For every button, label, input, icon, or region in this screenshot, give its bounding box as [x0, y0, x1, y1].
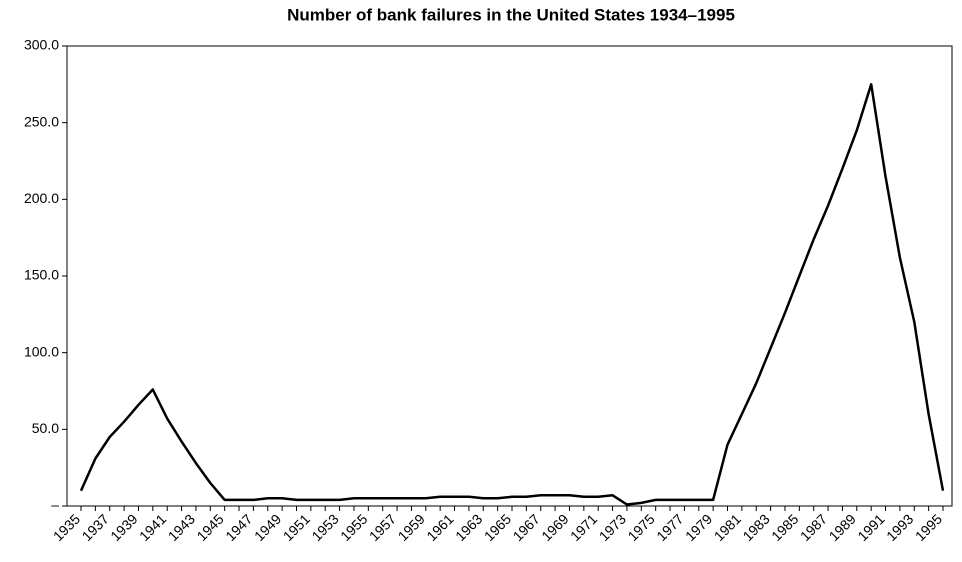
x-tick-label: 1943 [165, 511, 198, 544]
x-tick-label: 1951 [280, 511, 313, 544]
y-tick-label: 100.0 [24, 343, 59, 359]
x-tick-label: 1965 [481, 511, 514, 544]
y-tick-label: 200.0 [24, 190, 59, 206]
x-tick-label: 1947 [222, 511, 255, 544]
plot-frame [66, 45, 953, 507]
x-tick-label: 1981 [711, 511, 744, 544]
x-tick-label: 1961 [423, 511, 456, 544]
y-tick-label: 300.0 [24, 37, 59, 53]
x-tick-label: 1953 [308, 511, 341, 544]
x-tick-label: 1975 [624, 511, 657, 544]
x-tick-label: 1979 [682, 511, 715, 544]
x-tick-label: 1985 [768, 511, 801, 544]
x-tick-label: 1959 [395, 511, 428, 544]
x-tick-label: 1989 [826, 511, 859, 544]
x-tick-label: 1955 [337, 511, 370, 544]
y-tick-label: 150.0 [24, 267, 59, 283]
x-tick-label: 1941 [136, 511, 169, 544]
x-tick-label: 1963 [452, 511, 485, 544]
x-tick-label: 1983 [739, 511, 772, 544]
x-tick-label: 1939 [107, 511, 140, 544]
x-tick-label: 1935 [50, 511, 83, 544]
chart-title: Number of bank failures in the United St… [287, 5, 735, 24]
data-line [79, 83, 945, 506]
x-tick-label: 1949 [251, 511, 284, 544]
x-tick-label: 1937 [79, 511, 112, 544]
x-tick-label: 1969 [538, 511, 571, 544]
x-tick-label: 1971 [567, 511, 600, 544]
x-tick-label: 1945 [193, 511, 226, 544]
y-tick-label: 250.0 [24, 113, 59, 129]
x-tick-label: 1995 [912, 511, 945, 544]
x-tick-label: 1991 [854, 511, 887, 544]
x-tick-label: 1957 [366, 511, 399, 544]
y-tick-label: 50.0 [32, 420, 59, 436]
x-tick-label: 1993 [883, 511, 916, 544]
y-tick-label: – [51, 497, 59, 513]
x-tick-label: 1967 [510, 511, 543, 544]
x-tick-label: 1987 [797, 511, 830, 544]
x-tick-label: 1977 [653, 511, 686, 544]
x-tick-label: 1973 [596, 511, 629, 544]
